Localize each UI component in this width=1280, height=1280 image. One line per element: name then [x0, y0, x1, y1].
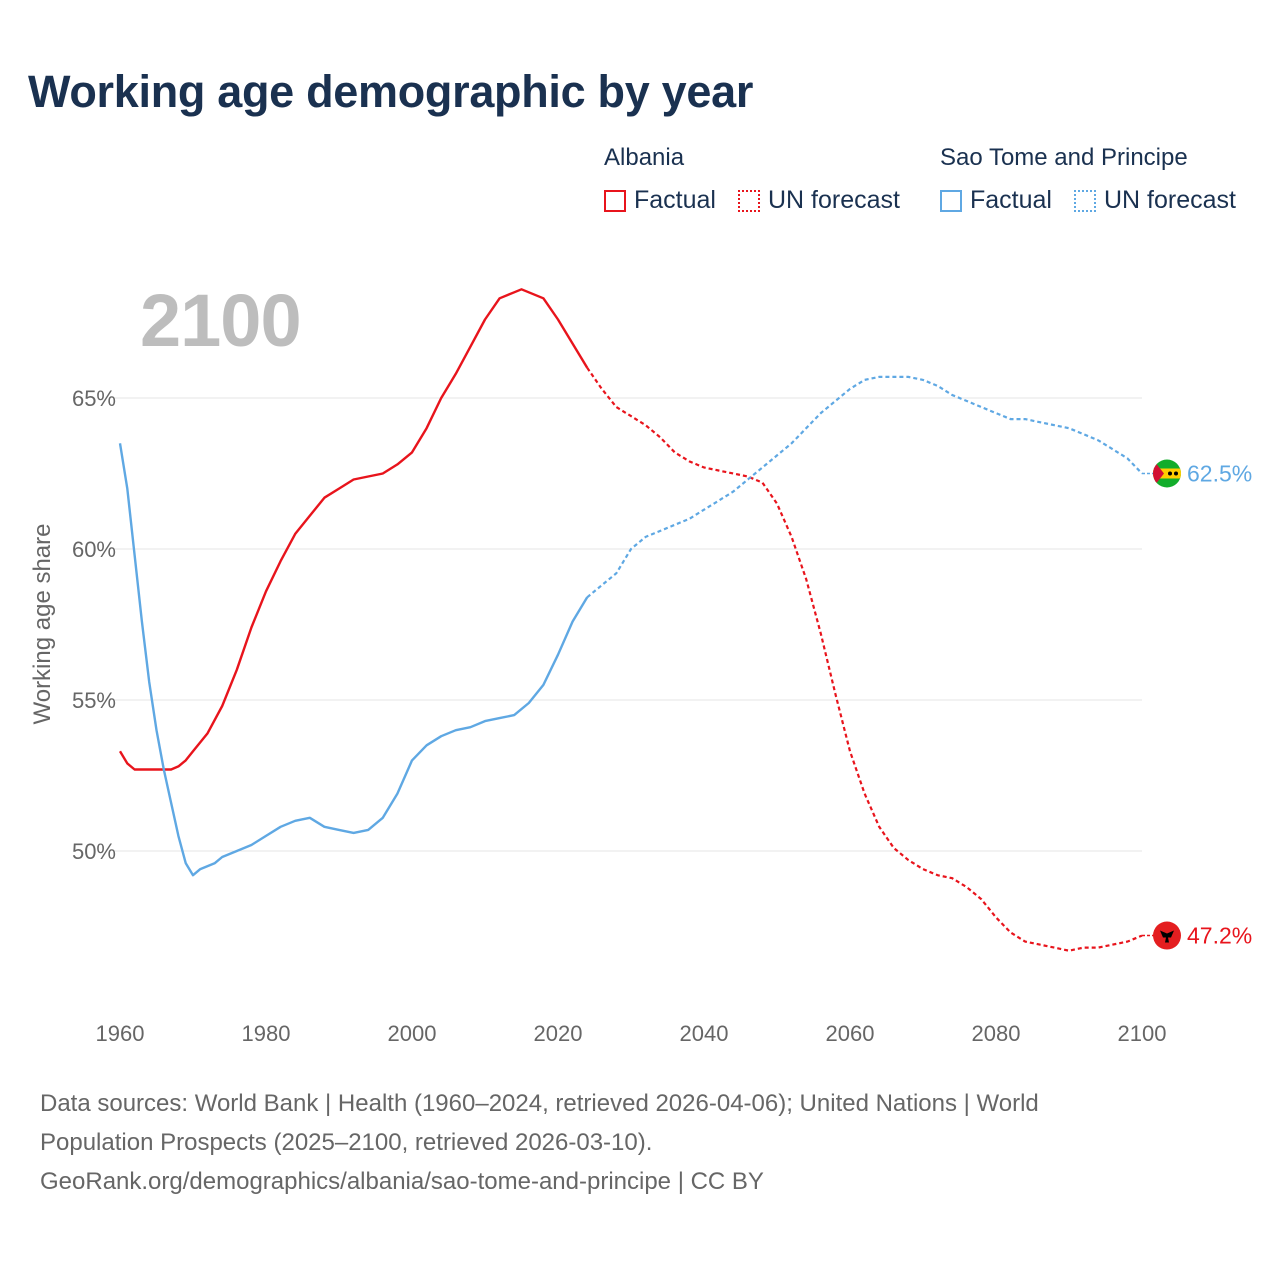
y-axis-ticks: 50% 55% 60% 65%: [72, 386, 116, 864]
footer-url[interactable]: GeoRank.org/demographics/albania/sao-tom…: [40, 1168, 764, 1195]
legend-label: Factual: [634, 186, 716, 214]
legend-group-sao-tome: Sao Tome and Principe: [940, 144, 1188, 171]
footer-sources-line1: Data sources: World Bank | Health (1960–…: [40, 1090, 1039, 1117]
legend-swatch-solid-icon: [604, 189, 626, 212]
y-axis-label: Working age share: [29, 524, 56, 725]
legend-label: UN forecast: [768, 186, 900, 214]
legend-group-albania: Albania: [604, 144, 685, 171]
end-value-label: 62.5%: [1187, 461, 1252, 487]
x-tick-label: 2040: [680, 1021, 729, 1046]
footer-sources-line2: Population Prospects (2025–2100, retriev…: [40, 1129, 653, 1156]
albania-flag-icon: [1153, 921, 1181, 950]
y-tick-label: 55%: [72, 688, 116, 713]
series-line-forecast[interactable]: [586, 375, 1143, 599]
legend-albania-factual[interactable]: Factual: [604, 186, 716, 215]
legend-sao-tome-factual[interactable]: Factual: [940, 186, 1052, 215]
x-tick-label: 2060: [826, 1021, 875, 1046]
series-line-factual[interactable]: [118, 443, 589, 877]
legend-swatch-dotted-icon: [738, 189, 760, 212]
legend-sao-tome-forecast[interactable]: UN forecast: [1074, 186, 1236, 215]
legend-albania-forecast[interactable]: UN forecast: [738, 186, 900, 215]
x-tick-label: 2080: [972, 1021, 1021, 1046]
x-tick-label: 1960: [96, 1021, 145, 1046]
y-tick-label: 50%: [72, 839, 116, 864]
end-value-label: 47.2%: [1187, 923, 1252, 949]
current-year-label: 2100: [140, 279, 302, 362]
x-tick-label: 2020: [534, 1021, 583, 1046]
series-line-forecast[interactable]: [586, 367, 1143, 952]
x-tick-label: 1980: [242, 1021, 291, 1046]
y-tick-label: 65%: [72, 386, 116, 411]
legend-swatch-dotted-icon: [1074, 189, 1096, 212]
end-markers: 47.2% 62.5%: [1142, 459, 1252, 950]
legend-label: UN forecast: [1104, 186, 1236, 214]
grid: [114, 397, 1142, 852]
legend-swatch-solid-icon: [940, 189, 962, 212]
y-tick-label: 60%: [72, 537, 116, 562]
legend-label: Factual: [970, 186, 1052, 214]
sao-tome-flag-icon: [1153, 459, 1181, 488]
x-axis-ticks: 1960 1980 2000 2020 2040 2060 2080 2100: [96, 1021, 1167, 1046]
x-tick-label: 2000: [388, 1021, 437, 1046]
chart-title: Working age demographic by year: [28, 66, 754, 117]
x-tick-label: 2100: [1118, 1021, 1167, 1046]
series-line-factual[interactable]: [118, 288, 589, 771]
series-lines: [118, 288, 1143, 952]
